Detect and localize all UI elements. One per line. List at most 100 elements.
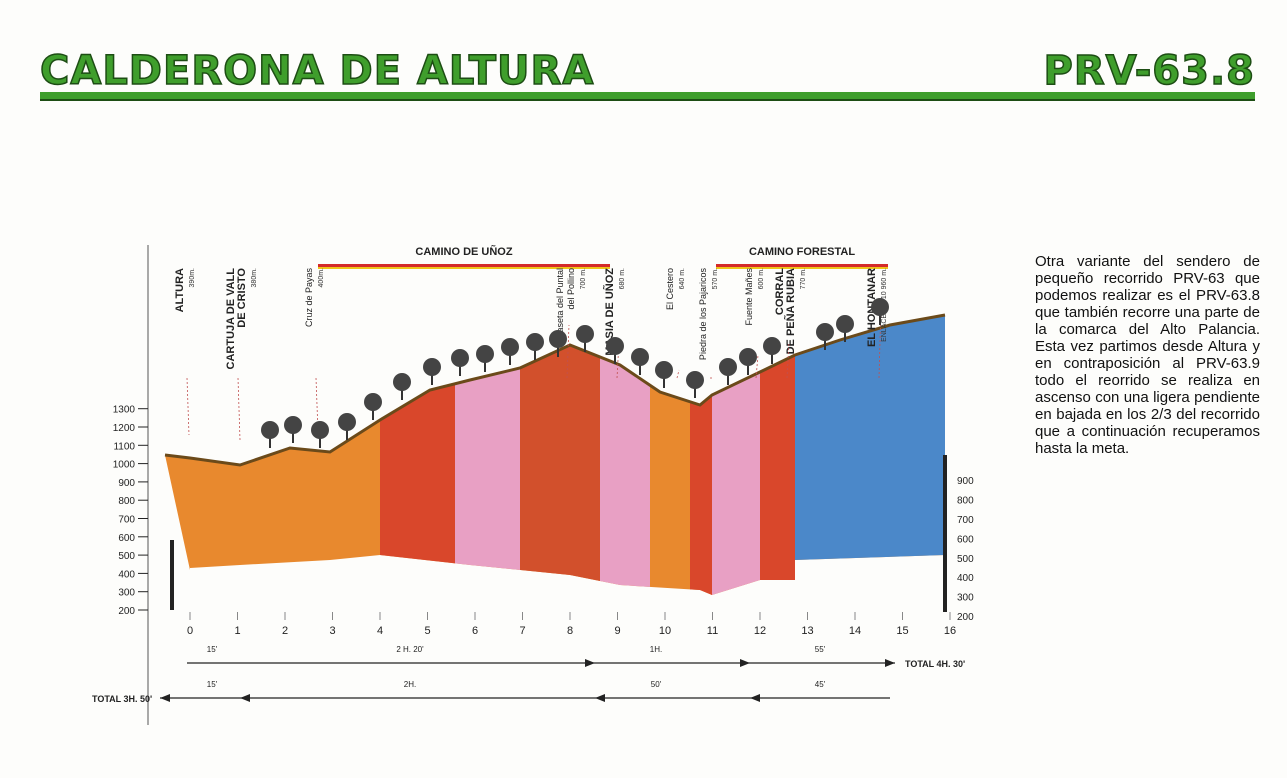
waypoint-name: Fuente Mañes xyxy=(744,268,754,326)
waypoint-elevation: 570 m. xyxy=(712,268,719,289)
page: CALDERONA DE ALTURA PRV-63.8 CAMINO DE U… xyxy=(0,0,1287,778)
waypoint-elevation: 600 m. xyxy=(758,268,765,289)
tree-crown xyxy=(576,325,594,343)
section-bar xyxy=(716,264,888,267)
tree-crown xyxy=(476,345,494,363)
right-axis-label: 600 xyxy=(957,534,974,545)
waypoint-name: Cruz de Payas xyxy=(304,268,314,328)
waypoint-leader xyxy=(187,378,189,435)
tree-crown xyxy=(549,330,567,348)
x-axis-label: 1 xyxy=(234,625,240,637)
x-axis-label: 12 xyxy=(754,625,766,637)
x-axis-label: 3 xyxy=(329,625,335,637)
waypoint-elevation: 680 m. xyxy=(619,268,626,289)
tree-crown xyxy=(655,361,673,379)
waypoint-name: El Cestero xyxy=(665,268,675,310)
waypoint-elevation: 380m. xyxy=(251,268,258,288)
tree-crown xyxy=(261,421,279,439)
tree-crown xyxy=(311,421,329,439)
tree-crown xyxy=(631,348,649,366)
return-time: 2H. xyxy=(404,680,416,689)
return-time: 45' xyxy=(815,680,826,689)
route-code: PRV-63.8 xyxy=(1044,48,1255,94)
x-axis-label: 16 xyxy=(944,625,956,637)
waypoint-leader xyxy=(677,370,679,378)
right-axis-label: 400 xyxy=(957,573,974,584)
waypoint-elevation: 770 m. xyxy=(800,268,807,289)
tree-crown xyxy=(763,337,781,355)
left-axis-label: 800 xyxy=(118,496,135,507)
tree-crown xyxy=(836,315,854,333)
arrow-head xyxy=(740,659,750,667)
waypoint-name: Caseta del Puntal xyxy=(555,268,565,339)
left-axis-label: 500 xyxy=(118,551,135,562)
tree-crown xyxy=(423,358,441,376)
outbound-time: 55' xyxy=(815,645,826,654)
x-axis-label: 11 xyxy=(707,625,718,637)
waypoint-name: del Pollino xyxy=(566,268,576,310)
tree-crown xyxy=(364,393,382,411)
x-axis-label: 4 xyxy=(377,625,383,637)
return-total: TOTAL 3H. 50' xyxy=(92,694,152,704)
waypoint-elevation: 400m. xyxy=(318,268,325,288)
arrow-head xyxy=(750,694,760,702)
tree-crown xyxy=(686,371,704,389)
waypoint-name: ALTURA xyxy=(174,268,186,312)
x-axis-label: 10 xyxy=(659,625,671,637)
tree-crown xyxy=(739,348,757,366)
tree-crown xyxy=(871,298,889,316)
tree-crown xyxy=(451,349,469,367)
tree-crown xyxy=(719,358,737,376)
x-axis-label: 6 xyxy=(472,625,478,637)
right-axis-label: 200 xyxy=(957,612,974,623)
waypoint-leader xyxy=(238,378,240,440)
tree-crown xyxy=(501,338,519,356)
waypoint-elevation: 700 m. xyxy=(580,268,587,289)
left-axis-label: 700 xyxy=(118,515,135,526)
arrow-head xyxy=(885,659,895,667)
x-axis-label: 13 xyxy=(801,625,813,637)
tree-crown xyxy=(526,333,544,351)
waypoint-name: DE CRISTO xyxy=(236,268,248,328)
x-axis-label: 14 xyxy=(849,625,861,637)
right-axis-label: 800 xyxy=(957,496,974,507)
outbound-time: 1H. xyxy=(650,645,662,654)
left-axis-label: 300 xyxy=(118,588,135,599)
left-axis-label: 1200 xyxy=(113,423,136,434)
x-axis-label: 9 xyxy=(614,625,620,637)
right-axis-label: 700 xyxy=(957,515,974,526)
return-time: 15' xyxy=(207,680,218,689)
waypoint-name: DE PEÑA RUBIA xyxy=(784,268,797,354)
outbound-total: TOTAL 4H. 30' xyxy=(905,659,965,669)
x-axis-label: 2 xyxy=(282,625,288,637)
x-axis-label: 8 xyxy=(567,625,573,637)
arrow-head xyxy=(595,694,605,702)
tree-crown xyxy=(606,337,624,355)
waypoint-name: Piedra de los Pajaricos xyxy=(698,268,708,361)
left-axis-label: 1100 xyxy=(113,441,135,452)
tree-crown xyxy=(816,323,834,341)
section-bar xyxy=(318,264,610,267)
tree-crown xyxy=(338,413,356,431)
left-axis-label: 200 xyxy=(118,606,135,617)
title: CALDERONA DE ALTURA xyxy=(40,48,594,94)
right-axis-label: 500 xyxy=(957,554,974,565)
outbound-time: 2 H. 20' xyxy=(396,645,424,654)
arrow-head xyxy=(160,694,170,702)
tree-crown xyxy=(284,416,302,434)
title-rule-shadow xyxy=(40,99,1255,101)
arrow-head xyxy=(585,659,595,667)
x-axis-label: 15 xyxy=(896,625,908,637)
return-time: 50' xyxy=(651,680,662,689)
right-axis-label: 900 xyxy=(957,476,974,487)
left-axis-label: 900 xyxy=(118,478,135,489)
left-axis-label: 1300 xyxy=(113,405,136,416)
left-axis-label: 400 xyxy=(118,569,135,580)
tree-crown xyxy=(393,373,411,391)
section-label: CAMINO FORESTAL xyxy=(749,246,855,258)
title-rule xyxy=(40,92,1255,99)
waypoint-elevation: 390m. xyxy=(189,268,196,288)
arrow-head xyxy=(240,694,250,702)
description: Otra variante del sendero de pequeño rec… xyxy=(1035,253,1260,457)
outbound-time: 15' xyxy=(207,645,218,654)
